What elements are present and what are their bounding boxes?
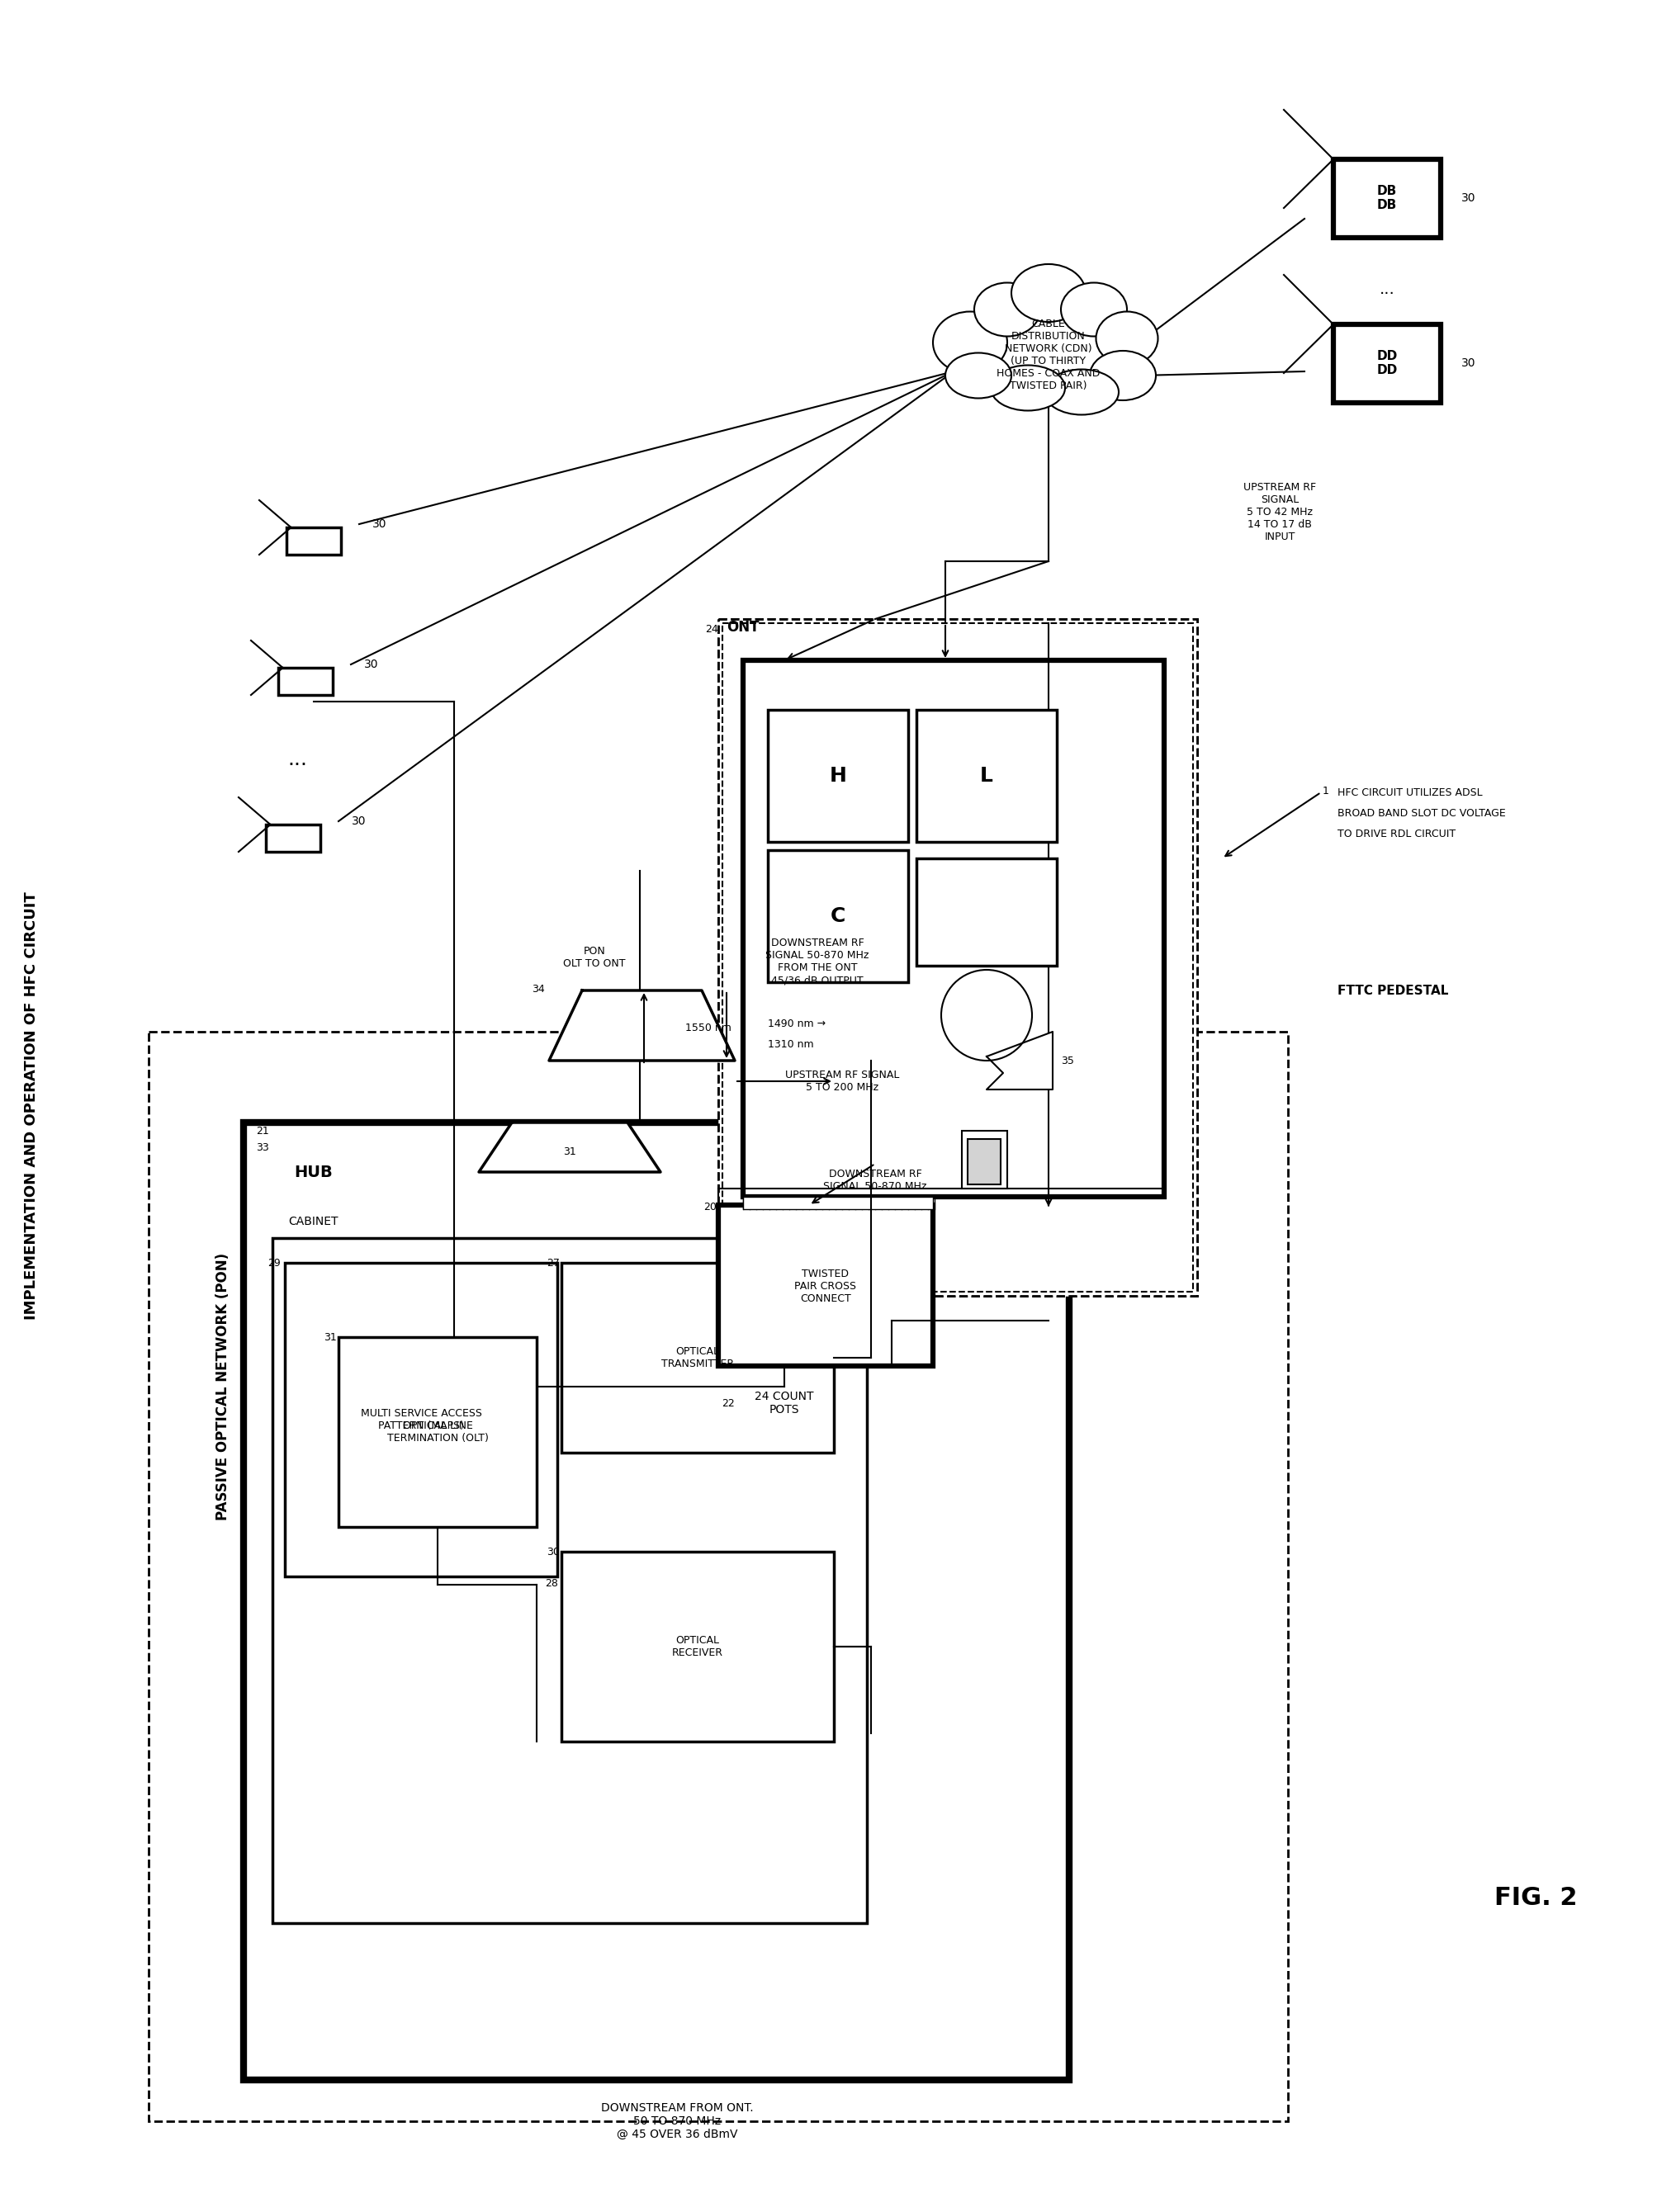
Text: DOWNSTREAM RF
SIGNAL 50-870 MHz: DOWNSTREAM RF SIGNAL 50-870 MHz xyxy=(823,1168,927,1192)
Ellipse shape xyxy=(1061,283,1126,336)
Bar xyxy=(768,849,908,982)
Ellipse shape xyxy=(1096,312,1158,365)
Bar xyxy=(339,1336,536,1526)
Text: DB
DB: DB DB xyxy=(1378,186,1398,212)
Text: 24: 24 xyxy=(706,624,719,635)
Text: PASSIVE OPTICAL NETWORK (PON): PASSIVE OPTICAL NETWORK (PON) xyxy=(216,1252,230,1520)
Text: OPTICAL
TRANSMITTER: OPTICAL TRANSMITTER xyxy=(662,1347,734,1369)
Text: TO DRIVE RDL CIRCUIT: TO DRIVE RDL CIRCUIT xyxy=(1337,827,1456,838)
Polygon shape xyxy=(987,1031,1053,1091)
Text: 1550 nm: 1550 nm xyxy=(685,1022,731,1033)
Text: OPTICAL LINE
TERMINATION (OLT): OPTICAL LINE TERMINATION (OLT) xyxy=(387,1420,488,1444)
Bar xyxy=(1334,325,1441,403)
Bar xyxy=(243,1121,1069,2079)
Bar xyxy=(917,858,1058,967)
Text: FTTC PEDESTAL: FTTC PEDESTAL xyxy=(1337,984,1448,998)
Text: 29: 29 xyxy=(268,1256,280,1267)
Text: DOWNSTREAM FROM ONT.
50 TO 870 MHz
@ 45 OVER 36 dBmV: DOWNSTREAM FROM ONT. 50 TO 870 MHz @ 45 … xyxy=(600,2101,753,2141)
Text: 30: 30 xyxy=(352,816,367,827)
Text: HUB: HUB xyxy=(295,1164,334,1179)
Text: TWISTED
PAIR CROSS
CONNECT: TWISTED PAIR CROSS CONNECT xyxy=(794,1267,856,1303)
Text: UPSTREAM RF SIGNAL
5 TO 200 MHz: UPSTREAM RF SIGNAL 5 TO 200 MHz xyxy=(784,1071,900,1093)
Text: 22: 22 xyxy=(722,1398,734,1409)
Text: 31: 31 xyxy=(323,1332,337,1343)
Bar xyxy=(742,1197,934,1210)
Text: 24 COUNT
POTS: 24 COUNT POTS xyxy=(754,1391,815,1416)
Text: PON
OLT TO ONT: PON OLT TO ONT xyxy=(563,947,625,969)
Ellipse shape xyxy=(934,312,1007,374)
Bar xyxy=(967,1139,1001,1183)
Bar xyxy=(149,1031,1287,2121)
Bar xyxy=(266,825,320,852)
Text: ...: ... xyxy=(1379,281,1394,296)
Bar xyxy=(719,619,1197,1296)
Text: C: C xyxy=(830,907,846,927)
Bar xyxy=(287,526,340,555)
Ellipse shape xyxy=(974,283,1041,336)
Text: L: L xyxy=(980,765,994,785)
Text: 30: 30 xyxy=(364,659,379,670)
Text: 30: 30 xyxy=(546,1546,560,1557)
Text: ONT: ONT xyxy=(726,619,759,635)
Polygon shape xyxy=(550,991,734,1060)
Text: IMPLEMENTATION AND OPERATION OF HFC CIRCUIT: IMPLEMENTATION AND OPERATION OF HFC CIRC… xyxy=(23,891,39,1321)
Ellipse shape xyxy=(1089,352,1156,400)
Text: 30: 30 xyxy=(1461,358,1477,369)
Text: 20: 20 xyxy=(704,1201,717,1212)
Text: BROAD BAND SLOT DC VOLTAGE: BROAD BAND SLOT DC VOLTAGE xyxy=(1337,807,1505,818)
Text: 28: 28 xyxy=(545,1577,558,1588)
Bar xyxy=(561,1551,835,1741)
Bar xyxy=(962,1130,1007,1188)
Bar xyxy=(273,1239,866,1922)
Bar xyxy=(768,710,908,843)
Text: 30: 30 xyxy=(372,518,387,531)
Bar xyxy=(719,1206,934,1367)
Ellipse shape xyxy=(1011,263,1086,323)
Text: HFC CIRCUIT UTILIZES ADSL: HFC CIRCUIT UTILIZES ADSL xyxy=(1337,787,1483,799)
Polygon shape xyxy=(479,1121,660,1172)
Text: 34: 34 xyxy=(531,984,545,993)
Text: 1490 nm →: 1490 nm → xyxy=(768,1018,826,1029)
Text: DOWNSTREAM RF
SIGNAL 50-870 MHz
FROM THE ONT
45/36 dB OUTPUT: DOWNSTREAM RF SIGNAL 50-870 MHz FROM THE… xyxy=(766,938,870,987)
Bar xyxy=(285,1263,558,1577)
Text: 31: 31 xyxy=(563,1146,577,1157)
Text: 1310 nm: 1310 nm xyxy=(768,1040,815,1048)
Text: ...: ... xyxy=(287,750,307,770)
Text: 33: 33 xyxy=(256,1141,268,1152)
Text: 35: 35 xyxy=(1061,1055,1074,1066)
Bar xyxy=(917,710,1058,843)
Text: H: H xyxy=(830,765,846,785)
Ellipse shape xyxy=(945,354,1011,398)
Text: DD
DD: DD DD xyxy=(1376,349,1398,376)
Text: 30: 30 xyxy=(1461,192,1477,204)
Text: FIG. 2: FIG. 2 xyxy=(1495,1887,1577,1911)
Bar xyxy=(1334,159,1441,237)
Bar xyxy=(742,661,1165,1197)
Bar xyxy=(278,668,334,695)
Text: 27: 27 xyxy=(546,1256,560,1267)
Text: 21: 21 xyxy=(256,1126,268,1137)
Text: CABLE
DISTRIBUTION
NETWORK (CDN)
(UP TO THIRTY
HOMES - COAX AND
TWISTED PAIR): CABLE DISTRIBUTION NETWORK (CDN) (UP TO … xyxy=(997,319,1099,392)
Bar xyxy=(561,1263,835,1453)
Text: 1: 1 xyxy=(1322,785,1329,796)
Text: MULTI SERVICE ACCESS
PATTERN (MAPS): MULTI SERVICE ACCESS PATTERN (MAPS) xyxy=(360,1409,481,1431)
Ellipse shape xyxy=(991,365,1064,411)
Bar xyxy=(719,619,1197,1296)
Text: CABINET: CABINET xyxy=(288,1217,339,1228)
Bar xyxy=(722,624,1193,1292)
Text: OPTICAL
RECEIVER: OPTICAL RECEIVER xyxy=(672,1635,724,1659)
Text: UPSTREAM RF
SIGNAL
5 TO 42 MHz
14 TO 17 dB
INPUT: UPSTREAM RF SIGNAL 5 TO 42 MHz 14 TO 17 … xyxy=(1244,482,1316,542)
Ellipse shape xyxy=(1044,369,1118,416)
